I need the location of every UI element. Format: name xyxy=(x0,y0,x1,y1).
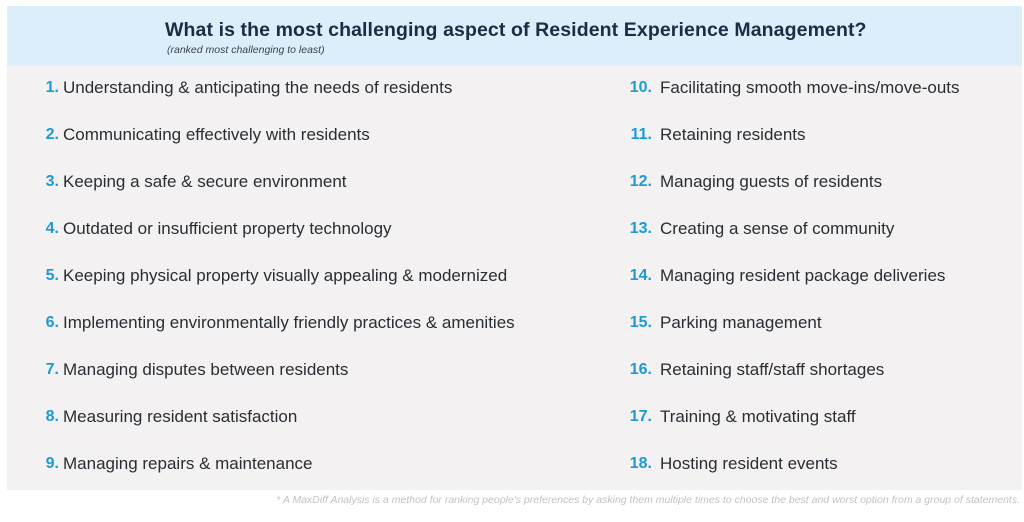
header-banner: What is the most challenging aspect of R… xyxy=(7,6,1022,66)
rank-label: Retaining staff/staff shortages xyxy=(660,360,885,379)
rank-label: Implementing environmentally friendly pr… xyxy=(63,313,515,332)
rank-label: Hosting resident events xyxy=(660,454,838,473)
rank-label: Managing repairs & maintenance xyxy=(63,454,313,473)
footnote: * A MaxDiff Analysis is a method for ran… xyxy=(276,494,1020,506)
rank-label: Keeping physical property visually appea… xyxy=(63,266,508,285)
rank-number: 8. xyxy=(45,408,59,425)
rank-number: 2. xyxy=(45,126,59,143)
rank-number: 3. xyxy=(45,173,59,190)
rank-number: 1. xyxy=(45,79,59,96)
rank-label: Keeping a safe & secure environment xyxy=(63,172,347,191)
rank-number: 12. xyxy=(629,173,652,190)
rank-label: Parking management xyxy=(660,313,822,332)
rank-label: Outdated or insufficient property techno… xyxy=(63,219,392,238)
rank-number: 15. xyxy=(629,314,652,331)
rank-label: Retaining residents xyxy=(660,125,806,144)
rank-label: Managing disputes between residents xyxy=(63,360,349,379)
rank-number: 7. xyxy=(45,361,59,378)
page-subtitle: (ranked most challenging to least) xyxy=(167,44,325,56)
rank-label: Facilitating smooth move-ins/move-outs xyxy=(660,78,960,97)
rank-number: 4. xyxy=(45,220,59,237)
rank-number: 14. xyxy=(629,267,652,284)
rank-number: 9. xyxy=(45,455,59,472)
rank-label: Communicating effectively with residents xyxy=(63,125,370,144)
rank-number: 18. xyxy=(629,455,652,472)
rank-number: 16. xyxy=(629,361,652,378)
rank-number: 5. xyxy=(45,267,59,284)
ranked-list-panel: 1. Understanding & anticipating the needs… xyxy=(7,66,1022,490)
rank-number: 17. xyxy=(629,408,652,425)
rank-label: Creating a sense of community xyxy=(660,219,895,238)
rank-label: Managing guests of residents xyxy=(660,172,883,191)
rank-label: Managing resident package deliveries xyxy=(660,266,946,285)
rank-label: Understanding & anticipating the needs o… xyxy=(63,78,453,97)
page-title: What is the most challenging aspect of R… xyxy=(165,19,867,41)
rank-label: Measuring resident satisfaction xyxy=(63,407,298,426)
rank-number: 10. xyxy=(629,79,652,96)
rank-label: Training & motivating staff xyxy=(660,407,856,426)
rank-number: 6. xyxy=(45,314,59,331)
rank-number: 13. xyxy=(629,220,652,237)
rank-number: 11. xyxy=(630,126,652,143)
